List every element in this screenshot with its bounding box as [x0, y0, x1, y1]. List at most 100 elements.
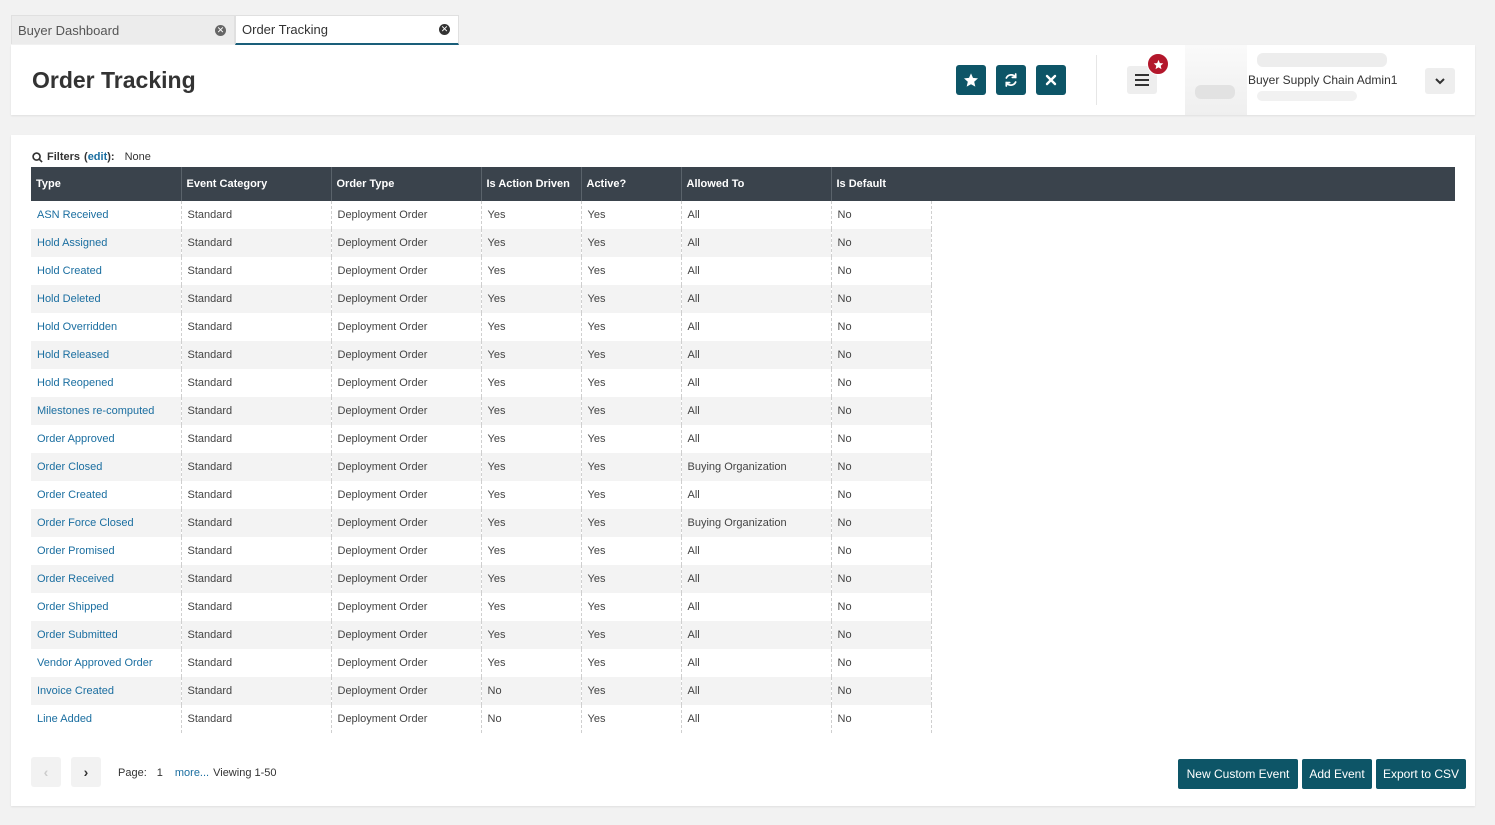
table-cell: Deployment Order	[331, 369, 482, 397]
table-cell: Standard	[181, 537, 332, 565]
add-event-button[interactable]: Add Event	[1302, 759, 1372, 789]
event-type-link[interactable]: Line Added	[31, 705, 182, 733]
column-header[interactable]: Order Type	[331, 167, 482, 201]
event-type-link[interactable]: Vendor Approved Order	[31, 649, 182, 677]
table-row[interactable]: Order Shipped Standard Deployment Order Yes…	[31, 593, 932, 621]
filters-edit-link[interactable]: edit	[87, 151, 108, 163]
previous-page-button[interactable]: ‹	[31, 757, 61, 787]
header-divider	[1096, 55, 1097, 105]
event-type-link[interactable]: Order Received	[31, 565, 182, 593]
table-cell: All	[681, 593, 832, 621]
table-cell: All	[681, 565, 832, 593]
user-info-blurred	[1257, 53, 1387, 67]
event-type-link[interactable]: Order Approved	[31, 425, 182, 453]
table-cell: Yes	[481, 621, 582, 649]
table-row[interactable]: Order Approved Standard Deployment Order Ye…	[31, 425, 932, 453]
column-header[interactable]: Allowed To	[681, 167, 832, 201]
close-icon	[1045, 74, 1057, 86]
table-header-row: Type Event Category Order Type Is Action Dr…	[31, 167, 932, 201]
event-type-link[interactable]: Hold Released	[31, 341, 182, 369]
star-icon	[964, 73, 978, 87]
table-cell: Standard	[181, 565, 332, 593]
table-cell: All	[681, 397, 832, 425]
event-type-link[interactable]: Hold Reopened	[31, 369, 182, 397]
table-cell: Yes	[481, 229, 582, 257]
table-cell: Standard	[181, 229, 332, 257]
favorite-button[interactable]	[956, 65, 986, 95]
tab-buyer-dashboard[interactable]: Buyer Dashboard ✕	[11, 15, 235, 44]
user-info-blurred	[1257, 91, 1357, 101]
avatar[interactable]	[1185, 45, 1247, 115]
table-row[interactable]: Order Promised Standard Deployment Order Ye…	[31, 537, 932, 565]
next-page-button[interactable]: ›	[71, 757, 101, 787]
table-row[interactable]: Milestones re-computed Standard Deployment…	[31, 397, 932, 425]
tab-close-icon[interactable]: ✕	[439, 24, 450, 35]
table-row[interactable]: Vendor Approved Order Standard Deployment …	[31, 649, 932, 677]
table-cell: Yes	[581, 285, 682, 313]
table-cell: Deployment Order	[331, 481, 482, 509]
new-custom-event-button[interactable]: New Custom Event	[1178, 759, 1298, 789]
refresh-button[interactable]	[996, 65, 1026, 95]
column-header[interactable]: Type	[31, 167, 182, 201]
event-type-link[interactable]: Order Force Closed	[31, 509, 182, 537]
tab-order-tracking[interactable]: Order Tracking ✕	[235, 15, 459, 45]
table-row[interactable]: Hold Reopened Standard Deployment Order Yes…	[31, 369, 932, 397]
table-cell: No	[831, 341, 932, 369]
event-type-link[interactable]: Hold Created	[31, 257, 182, 285]
table-cell: Yes	[581, 649, 682, 677]
table-cell: Yes	[481, 481, 582, 509]
table-cell: Yes	[481, 593, 582, 621]
event-type-link[interactable]: Order Closed	[31, 453, 182, 481]
table-row[interactable]: Line Added Standard Deployment Order No Yes A…	[31, 705, 932, 733]
event-type-link[interactable]: Milestones re-computed	[31, 397, 182, 425]
table-row[interactable]: Order Received Standard Deployment Order Ye…	[31, 565, 932, 593]
column-header[interactable]: Is Action Driven	[481, 167, 582, 201]
table-cell: No	[831, 257, 932, 285]
table-cell: No	[831, 285, 932, 313]
notification-badge[interactable]	[1147, 53, 1169, 75]
column-header[interactable]: Event Category	[181, 167, 332, 201]
star-icon	[1153, 59, 1163, 69]
event-type-link[interactable]: Order Shipped	[31, 593, 182, 621]
table-cell: Deployment Order	[331, 313, 482, 341]
tab-close-icon[interactable]: ✕	[215, 24, 226, 36]
event-type-link[interactable]: ASN Received	[31, 201, 182, 229]
event-type-link[interactable]: Hold Assigned	[31, 229, 182, 257]
table-row[interactable]: Hold Assigned Standard Deployment Order Yes…	[31, 229, 932, 257]
event-type-link[interactable]: Hold Deleted	[31, 285, 182, 313]
page-header: Order Tracking Buyer Supply Chain Admin1	[11, 45, 1475, 115]
table-cell: Yes	[481, 397, 582, 425]
event-type-link[interactable]: Order Created	[31, 481, 182, 509]
table-row[interactable]: Order Closed Standard Deployment Order Yes Y…	[31, 453, 932, 481]
table-cell: Standard	[181, 201, 332, 229]
table-cell: No	[831, 453, 932, 481]
column-header[interactable]: Is Default	[831, 167, 932, 201]
table-cell: Standard	[181, 509, 332, 537]
table-row[interactable]: Hold Created Standard Deployment Order Yes Y…	[31, 257, 932, 285]
close-page-button[interactable]	[1036, 65, 1066, 95]
event-type-link[interactable]: Order Submitted	[31, 621, 182, 649]
table-row[interactable]: ASN Received Standard Deployment Order Yes Y…	[31, 201, 932, 229]
event-type-link[interactable]: Order Promised	[31, 537, 182, 565]
page-label: Page:	[118, 767, 147, 779]
table-row[interactable]: Hold Overridden Standard Deployment Order Y…	[31, 313, 932, 341]
table-row[interactable]: Hold Deleted Standard Deployment Order Yes Y…	[31, 285, 932, 313]
user-menu-button[interactable]	[1425, 68, 1455, 94]
event-type-link[interactable]: Hold Overridden	[31, 313, 182, 341]
events-table: Type Event Category Order Type Is Action Dr…	[31, 167, 932, 733]
table-cell: Yes	[481, 285, 582, 313]
table-cell: All	[681, 201, 832, 229]
event-type-link[interactable]: Invoice Created	[31, 677, 182, 705]
table-row[interactable]: Order Force Closed Standard Deployment Ord…	[31, 509, 932, 537]
table-row[interactable]: Invoice Created Standard Deployment Order N…	[31, 677, 932, 705]
table-cell: Standard	[181, 341, 332, 369]
table-row[interactable]: Order Submitted Standard Deployment Order Y…	[31, 621, 932, 649]
table-cell: Deployment Order	[331, 397, 482, 425]
table-row[interactable]: Hold Released Standard Deployment Order Yes…	[31, 341, 932, 369]
export-csv-button[interactable]: Export to CSV	[1376, 759, 1466, 789]
table-cell: Deployment Order	[331, 705, 482, 733]
table-row[interactable]: Order Created Standard Deployment Order Yes…	[31, 481, 932, 509]
column-header[interactable]: Active?	[581, 167, 682, 201]
more-pages-link[interactable]: more...	[174, 767, 210, 779]
table-cell: Yes	[581, 621, 682, 649]
